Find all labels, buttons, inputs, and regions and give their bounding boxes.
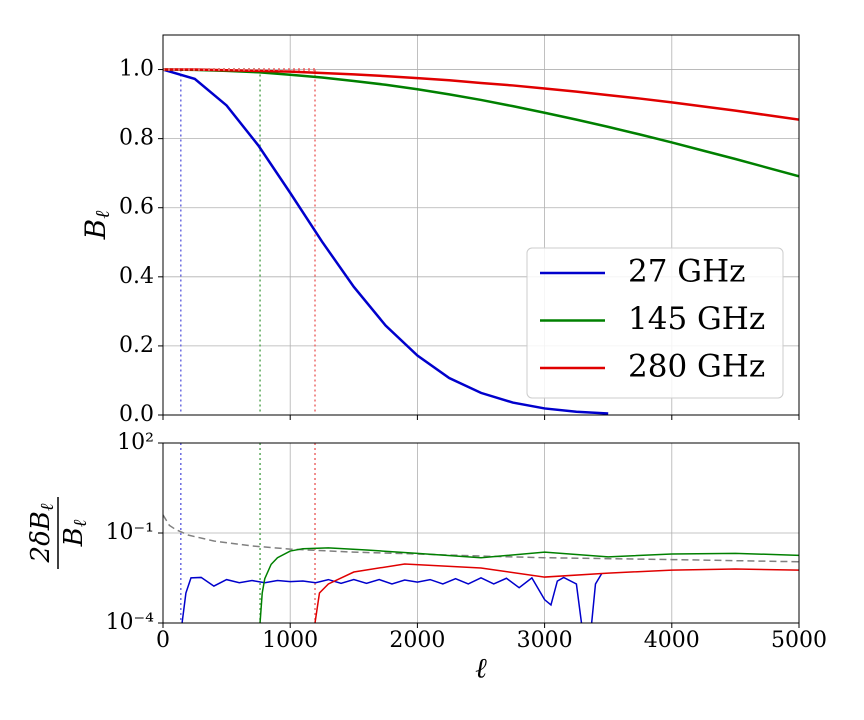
y-tick-label: 10⁻¹ [106, 520, 154, 545]
series-line [181, 573, 603, 623]
series-line [314, 563, 799, 623]
plot-area [163, 514, 799, 623]
y-tick-label: 0.0 [119, 402, 154, 427]
y-tick-label: 0.6 [119, 195, 154, 220]
series-line [259, 547, 799, 623]
y-tick-label: 1.0 [119, 57, 154, 82]
y-label-denominator: Bℓ [59, 519, 91, 547]
legend-label: 27 GHz [628, 254, 745, 290]
plot-area [163, 68, 799, 415]
series-line [163, 68, 609, 415]
x-tick-label: 5000 [771, 628, 827, 653]
y-tick-label: 10⁻⁴ [106, 610, 155, 635]
legend-box [526, 247, 784, 399]
y-axis-label: Bℓ [79, 210, 114, 241]
x-tick-label: 0 [156, 628, 170, 653]
x-tick-label: 4000 [644, 628, 700, 653]
axes-frame [162, 442, 800, 624]
legend-label: 145 GHz [628, 301, 765, 337]
axes-frame [162, 34, 800, 416]
y-tick-label: 0.2 [119, 333, 154, 358]
x-tick-label: 2000 [389, 628, 445, 653]
series-line [163, 68, 799, 178]
y-label-numerator: 2δBℓ [26, 503, 58, 563]
y-tick-label: 0.4 [119, 264, 154, 289]
y-tick-label: 0.8 [119, 126, 154, 151]
y-tick-label: 10² [117, 430, 154, 455]
legend-label: 280 GHz [628, 349, 765, 385]
series-line [163, 68, 799, 121]
x-axis-label: ℓ [475, 652, 487, 685]
series-line [163, 514, 799, 563]
x-tick-label: 1000 [262, 628, 318, 653]
x-tick-label: 3000 [517, 628, 573, 653]
